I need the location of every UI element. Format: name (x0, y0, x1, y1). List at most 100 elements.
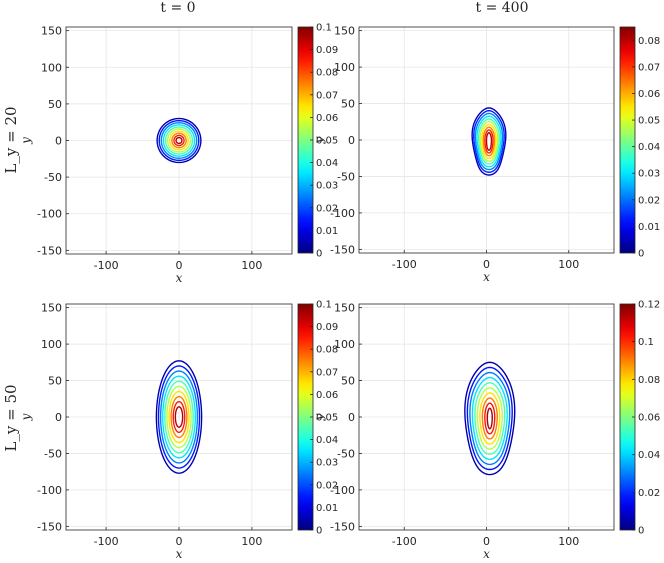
contour-level (486, 407, 493, 430)
colorbar-tick-label: 0.01 (316, 226, 338, 237)
contour-level (170, 395, 188, 439)
y-tick-label: 150 (41, 302, 62, 315)
x-tick-label: -100 (392, 258, 417, 271)
y-tick-label: -50 (337, 170, 355, 183)
x-tick-label: 100 (241, 259, 262, 272)
contour-level (481, 123, 497, 160)
colorbar-tick-label: 0 (316, 249, 322, 260)
contour-level (485, 132, 493, 151)
contour-level (166, 128, 192, 153)
colorbar-tick-label: 0.07 (316, 90, 338, 101)
y-tick-label: 50 (48, 375, 62, 388)
y-tick-label: -100 (37, 484, 62, 497)
contour-level (474, 112, 504, 171)
y-tick-label: 150 (334, 25, 355, 38)
y-tick-label: 100 (334, 61, 355, 74)
y-tick-label: 50 (341, 98, 355, 111)
x-tick-label: 0 (483, 258, 490, 271)
y-tick-label: 100 (334, 338, 355, 351)
contour-level (169, 130, 189, 151)
contour-level (469, 371, 511, 466)
row-title-top: L_y = 20 (2, 106, 20, 173)
x-tick-label: 100 (241, 535, 262, 548)
y-axis-label: y (312, 413, 326, 421)
contour-level (476, 115, 502, 168)
y-tick-label: 100 (41, 61, 62, 74)
colorbar-tick-label: 0.02 (316, 480, 338, 491)
contour-level (166, 385, 192, 449)
y-tick-label: -150 (37, 244, 62, 257)
contour-level (164, 380, 194, 454)
colorbar-tick-label: 0.05 (638, 116, 660, 127)
contour-lines (471, 107, 507, 176)
contour-level (481, 397, 498, 440)
contour-level (466, 366, 513, 471)
contour-level (160, 122, 198, 159)
y-tick-label: 150 (41, 25, 62, 38)
colorbar-tick-label: 0.07 (316, 367, 338, 378)
contour-level (173, 134, 185, 147)
x-tick-label: 100 (558, 258, 579, 271)
contour-level (484, 402, 496, 435)
x-axis-label: x (483, 270, 490, 284)
contour-level (156, 117, 202, 164)
colorbar-tick-label: 0.08 (638, 36, 660, 47)
contour-level (164, 126, 194, 155)
colorbar-tick-label: 0.06 (316, 113, 338, 124)
panel-ly20-t0: -100 0 100 150 100 50 0 -50 -100 -150 x y 0.1 0.09 0.0… (19, 23, 338, 286)
panel-ly50-t400: -100 0 100 150 100 50 0 -50 -100 -150 x y 0.12 0.1 0.0… (312, 300, 660, 562)
colorbar-tick-label: 0.08 (316, 345, 338, 356)
contour-level (168, 390, 190, 444)
contour-level (477, 118, 501, 165)
y-tick-label: -50 (44, 171, 62, 184)
contour-level (172, 400, 186, 434)
contour-level (479, 120, 499, 162)
x-tick-label: -100 (94, 535, 119, 548)
colorbar-tick-label: 0.02 (638, 195, 660, 206)
contour-level (482, 126, 496, 157)
y-axis-label: y (19, 137, 33, 145)
y-tick-label: -150 (330, 520, 355, 533)
colorbar-tick-label: 0.04 (316, 158, 338, 169)
y-tick-label: 50 (48, 98, 62, 111)
contour-level (484, 129, 494, 154)
x-tick-label: 0 (176, 259, 183, 272)
y-tick-label: 0 (55, 135, 62, 148)
colorbar (619, 26, 636, 254)
contour-level (476, 387, 503, 450)
column-title-right: t = 400 (476, 0, 529, 16)
y-tick-label: 0 (55, 411, 62, 424)
contour-level (471, 107, 507, 176)
row-title-bottom: L_y = 50 (2, 384, 20, 451)
colorbar-tick-label: 0.03 (316, 181, 338, 192)
contour-level (158, 119, 200, 162)
x-tick-label: 0 (176, 535, 183, 548)
column-title-left: t = 0 (160, 0, 195, 16)
y-tick-label: -150 (330, 243, 355, 256)
contour-level (464, 361, 516, 476)
panel-ly20-t400: -100 0 100 150 100 50 0 -50 -100 -150 x y 0.08 0.07 0.… (312, 25, 660, 284)
contour-level (162, 375, 196, 459)
contour-level (162, 124, 196, 157)
colorbar-tick-label: 0.1 (316, 23, 332, 34)
contour-lines (156, 117, 202, 164)
contour-level (174, 406, 184, 428)
y-tick-label: 150 (334, 302, 355, 315)
colorbar-tick-label: 0.06 (638, 89, 660, 100)
y-axis-label: y (19, 413, 33, 421)
y-tick-label: -50 (337, 447, 355, 460)
x-tick-label: -100 (94, 259, 119, 272)
colorbar-tick-label: 0.12 (638, 300, 660, 311)
x-tick-label: 0 (483, 535, 490, 548)
contour-lines (155, 360, 203, 474)
colorbar-tick-label: 0.03 (316, 458, 338, 469)
colorbar-tick-label: 0.08 (316, 68, 338, 79)
contour-level (479, 392, 501, 445)
y-axis-label: y (312, 136, 326, 144)
contour-level (474, 382, 506, 455)
contour-level (155, 360, 203, 474)
y-tick-label: -100 (330, 207, 355, 220)
y-tick-label: -100 (330, 484, 355, 497)
